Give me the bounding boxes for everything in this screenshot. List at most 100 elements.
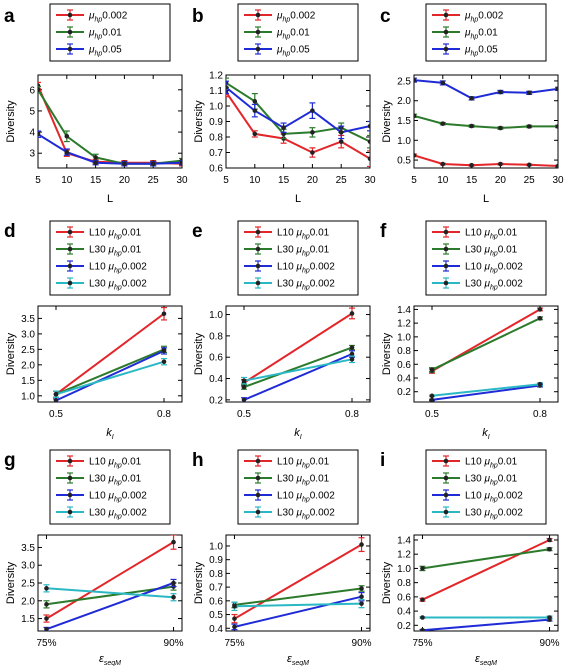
series-line-1 [55, 348, 165, 396]
legend-label-subscript: hp [490, 285, 498, 292]
x-axis-label-symbol: k [482, 427, 488, 439]
legend-swatch-marker [443, 229, 449, 235]
data-point [420, 566, 425, 571]
x-axis-label-subscript: I [300, 434, 302, 441]
y-tick-label: 2.5 [21, 579, 35, 590]
legend-swatch-marker [67, 458, 73, 464]
x-tick-label: 0.5 [49, 409, 63, 420]
legend-label-value: 0.01 [122, 228, 142, 239]
legend-label-symbol: μ [107, 508, 114, 519]
legend-label-subscript: hp [470, 17, 478, 24]
legend-label-subscript: hp [114, 285, 122, 292]
legend-label-subscript: hp [282, 34, 290, 41]
legend-label-subscript: hp [490, 497, 498, 504]
legend-label-subscript: hp [282, 17, 290, 24]
legend-label-value: 0.01 [102, 28, 122, 39]
data-point [252, 99, 258, 104]
data-point [232, 616, 237, 621]
data-point [161, 359, 167, 365]
legend-label: L10 μhp0.01 [277, 228, 330, 241]
x-axis-label: L [483, 193, 489, 205]
legend-label-prefix: L10 [277, 457, 296, 468]
legend-label-prefix: L10 [277, 262, 296, 273]
legend-label-subscript: hp [490, 480, 498, 487]
data-point [359, 601, 364, 606]
data-point [440, 121, 446, 126]
data-point [359, 586, 364, 591]
x-axis-label-subscript: seqM [292, 660, 309, 666]
legend-swatch-marker [67, 246, 73, 252]
series-line-3 [243, 358, 353, 382]
legend-label-value: 0.01 [498, 228, 518, 239]
x-tick-label: 75% [412, 638, 432, 649]
legend-label-value: 0.01 [498, 457, 518, 468]
y-tick-label: 3.5 [21, 314, 35, 325]
data-point [64, 133, 70, 139]
legend-label-symbol: μ [276, 28, 283, 39]
x-tick-label: 0.8 [533, 409, 547, 420]
y-tick-label: 4 [29, 128, 35, 139]
legend-label-prefix: L10 [89, 491, 108, 502]
legend-swatch-marker [67, 29, 73, 35]
x-tick-label: 10 [249, 175, 261, 186]
y-tick-label: 3 [29, 149, 35, 160]
y-tick-label: 0.2 [397, 621, 411, 632]
legend-label-symbol: μ [295, 508, 302, 519]
legend-label: L30 μhp0.01 [277, 474, 330, 487]
legend-label-symbol: μ [464, 11, 471, 22]
legend-label-value: 0.01 [122, 457, 142, 468]
x-tick-label: 20 [119, 175, 131, 186]
legend-label-prefix: L30 [277, 474, 296, 485]
legend-label-value: 0.002 [310, 491, 335, 502]
data-point [44, 626, 49, 631]
legend: L10 μhp0.01 L30 μhp0.01 L10 μhp0.002 L30 μh… [237, 220, 359, 296]
legend-label: L30 μhp0.01 [465, 474, 518, 487]
data-point [150, 161, 156, 167]
x-tick-label: 25 [336, 175, 348, 186]
legend-label-prefix: L30 [89, 474, 108, 485]
y-tick-label: 0.5 [397, 156, 411, 167]
series-line-3 [234, 602, 362, 608]
legend-label-value: 0.05 [290, 45, 310, 56]
legend-label-symbol: μ [483, 262, 490, 273]
y-tick-label: 1.0 [397, 564, 411, 575]
legend-swatch-marker [255, 46, 261, 52]
series-line-2 [414, 79, 558, 100]
legend-swatch-marker [443, 458, 449, 464]
legend-label: μhp0.05 [276, 45, 310, 58]
series-group [414, 77, 558, 168]
legend-label-value: 0.01 [498, 474, 518, 485]
legend-label-value: 0.01 [310, 228, 330, 239]
series-line-1 [46, 585, 174, 606]
data-point [161, 311, 167, 317]
legend-label: μhp0.01 [276, 28, 310, 41]
y-tick-label: 0.7 [209, 148, 223, 159]
series-line-3 [431, 383, 541, 397]
legend-label: L30 μhp0.002 [465, 508, 523, 521]
data-point [171, 594, 176, 600]
y-tick-label: 3.5 [21, 543, 35, 554]
series-group [241, 307, 355, 402]
legend-label: L30 μhp0.01 [277, 245, 330, 258]
x-tick-label: 25 [524, 175, 536, 186]
y-tick-label: 0.6 [209, 164, 223, 175]
data-point [420, 627, 425, 631]
legend-label: L10 μhp0.002 [277, 262, 335, 275]
data-point [367, 156, 370, 161]
legend-label-prefix: L30 [89, 508, 108, 519]
x-tick-label: 15 [90, 175, 102, 186]
legend-label-symbol: μ [483, 245, 490, 256]
legend-label-symbol: μ [464, 45, 471, 56]
legend-swatch-marker [255, 246, 261, 252]
data-point [349, 351, 355, 357]
y-tick-label: 0.6 [397, 360, 411, 371]
legend-label: μhp0.002 [88, 11, 128, 24]
legend-label-value: 0.01 [290, 28, 310, 39]
y-tick-label: 0.8 [397, 578, 411, 589]
legend-label-value: 0.002 [122, 279, 147, 290]
legend-label: L30 μhp0.002 [277, 279, 335, 292]
